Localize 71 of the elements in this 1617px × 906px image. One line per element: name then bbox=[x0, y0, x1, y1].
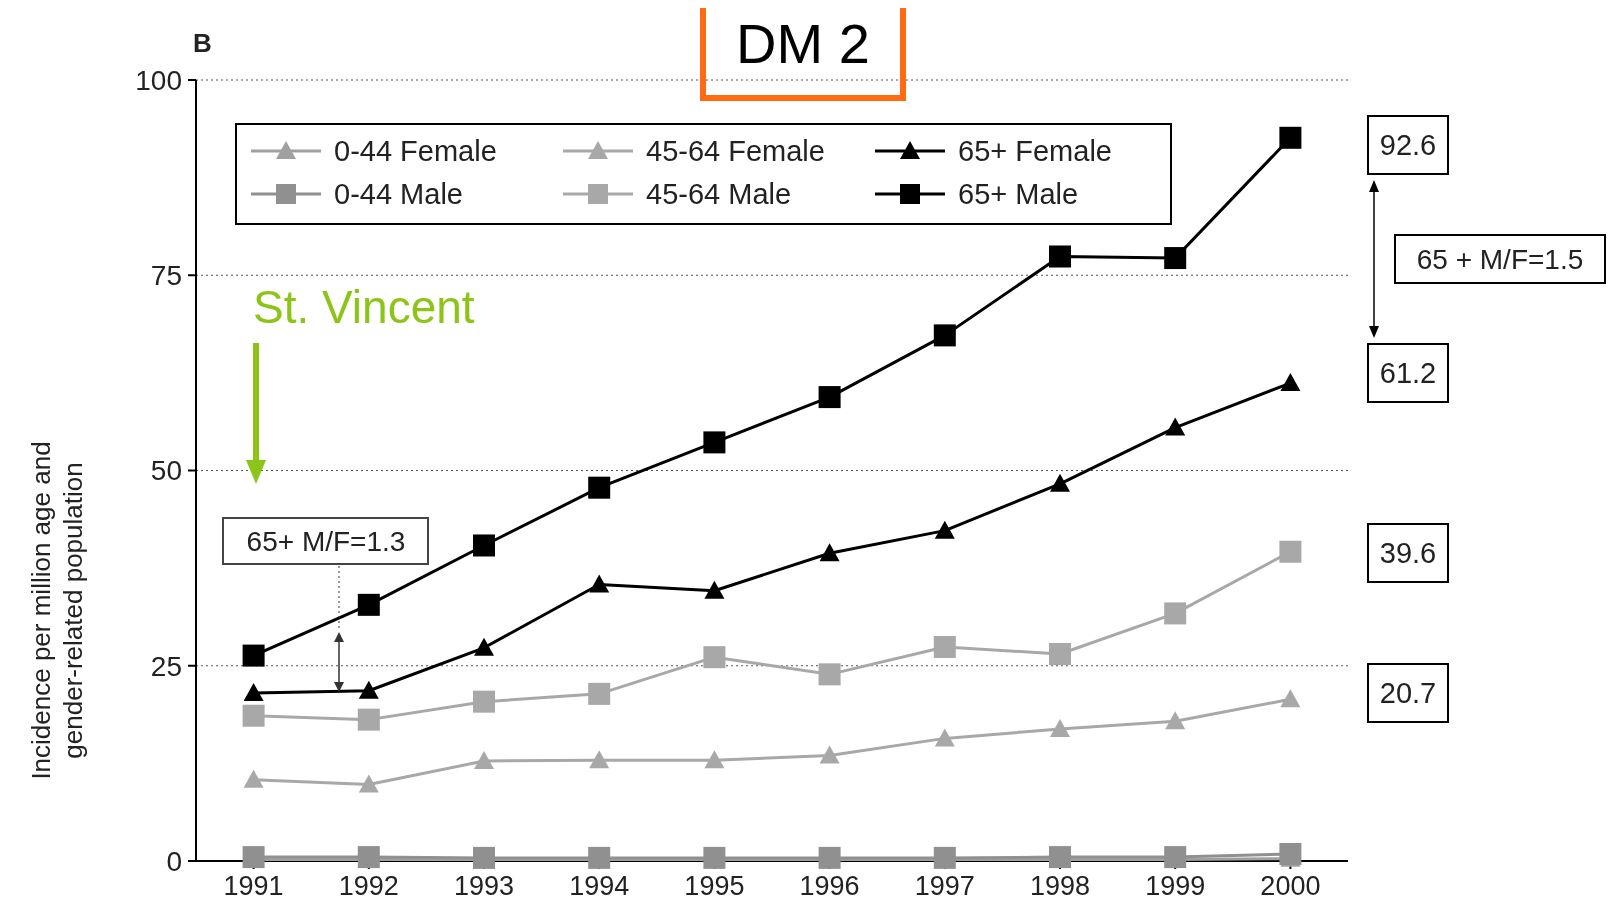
point bbox=[933, 324, 956, 347]
x-tick-label: 1998 bbox=[1029, 871, 1091, 901]
legend-label: 0-44 Male bbox=[334, 178, 463, 211]
x-tick-label: 1992 bbox=[338, 871, 399, 901]
point bbox=[703, 431, 726, 454]
chart-title: DM 2 bbox=[736, 12, 870, 75]
x-tick-label: 1996 bbox=[799, 871, 860, 901]
point bbox=[1165, 417, 1186, 436]
point bbox=[704, 750, 725, 769]
y-tick-label: 0 bbox=[166, 845, 182, 877]
text: 65 + M/F=1.5 bbox=[1416, 243, 1584, 275]
x-tick-label: 1997 bbox=[914, 871, 975, 901]
point bbox=[243, 769, 264, 788]
x-tick-label: 1999 bbox=[1145, 871, 1206, 901]
legend-label: 45-64 Female bbox=[646, 135, 825, 168]
point bbox=[357, 593, 380, 616]
point bbox=[704, 580, 725, 599]
point bbox=[1050, 473, 1070, 492]
legend-label: 0-44 Female bbox=[334, 135, 497, 168]
point bbox=[474, 751, 494, 770]
point bbox=[358, 680, 379, 699]
point bbox=[1280, 689, 1301, 708]
point bbox=[1279, 540, 1302, 563]
x-tick-label: 1994 bbox=[569, 871, 630, 901]
y-tick-label: 25 bbox=[150, 650, 182, 682]
point bbox=[818, 386, 841, 409]
point bbox=[1164, 247, 1187, 270]
legend-label: 45-64 Male bbox=[646, 178, 792, 211]
point bbox=[243, 683, 264, 702]
point bbox=[589, 750, 610, 769]
point bbox=[703, 646, 726, 669]
point bbox=[589, 574, 610, 593]
point bbox=[474, 637, 494, 656]
point bbox=[588, 682, 611, 705]
y-tick-label: 50 bbox=[150, 455, 182, 487]
point bbox=[1280, 373, 1301, 392]
x-tick-label: 1991 bbox=[223, 871, 284, 901]
text: 20.7 bbox=[1379, 677, 1437, 710]
annotation: St. Vincent bbox=[253, 281, 475, 333]
point bbox=[934, 728, 955, 747]
x-tick-label: 2000 bbox=[1260, 871, 1321, 901]
point bbox=[1164, 602, 1187, 625]
point bbox=[1049, 245, 1071, 268]
point bbox=[473, 534, 495, 557]
point bbox=[934, 520, 955, 539]
point bbox=[588, 476, 611, 499]
point bbox=[357, 708, 380, 731]
point bbox=[819, 745, 840, 764]
text: 61.2 bbox=[1379, 357, 1437, 390]
legend-label: 65+ Male bbox=[958, 178, 1079, 211]
y-tick-label: 100 bbox=[135, 64, 182, 96]
annotation: 65+ M/F=1.3 bbox=[246, 525, 406, 557]
text: 39.6 bbox=[1379, 537, 1437, 570]
text: 92.6 bbox=[1379, 129, 1437, 162]
point bbox=[818, 663, 841, 686]
x-tick-label: 1993 bbox=[453, 871, 515, 901]
point bbox=[242, 704, 265, 727]
y-axis-title: Incidence per million age and gender-related population bbox=[26, 441, 88, 780]
x-tick-label: 1995 bbox=[684, 871, 745, 901]
point bbox=[242, 644, 265, 667]
point bbox=[1050, 719, 1070, 738]
y-tick-label: 75 bbox=[150, 260, 182, 292]
point bbox=[358, 774, 379, 793]
point bbox=[1165, 711, 1186, 730]
point bbox=[1279, 126, 1302, 149]
point bbox=[819, 543, 840, 562]
legend-label: 65+ Female bbox=[958, 135, 1112, 168]
point bbox=[473, 690, 495, 713]
point bbox=[1049, 643, 1071, 666]
point bbox=[933, 636, 956, 659]
text: B bbox=[193, 28, 212, 58]
